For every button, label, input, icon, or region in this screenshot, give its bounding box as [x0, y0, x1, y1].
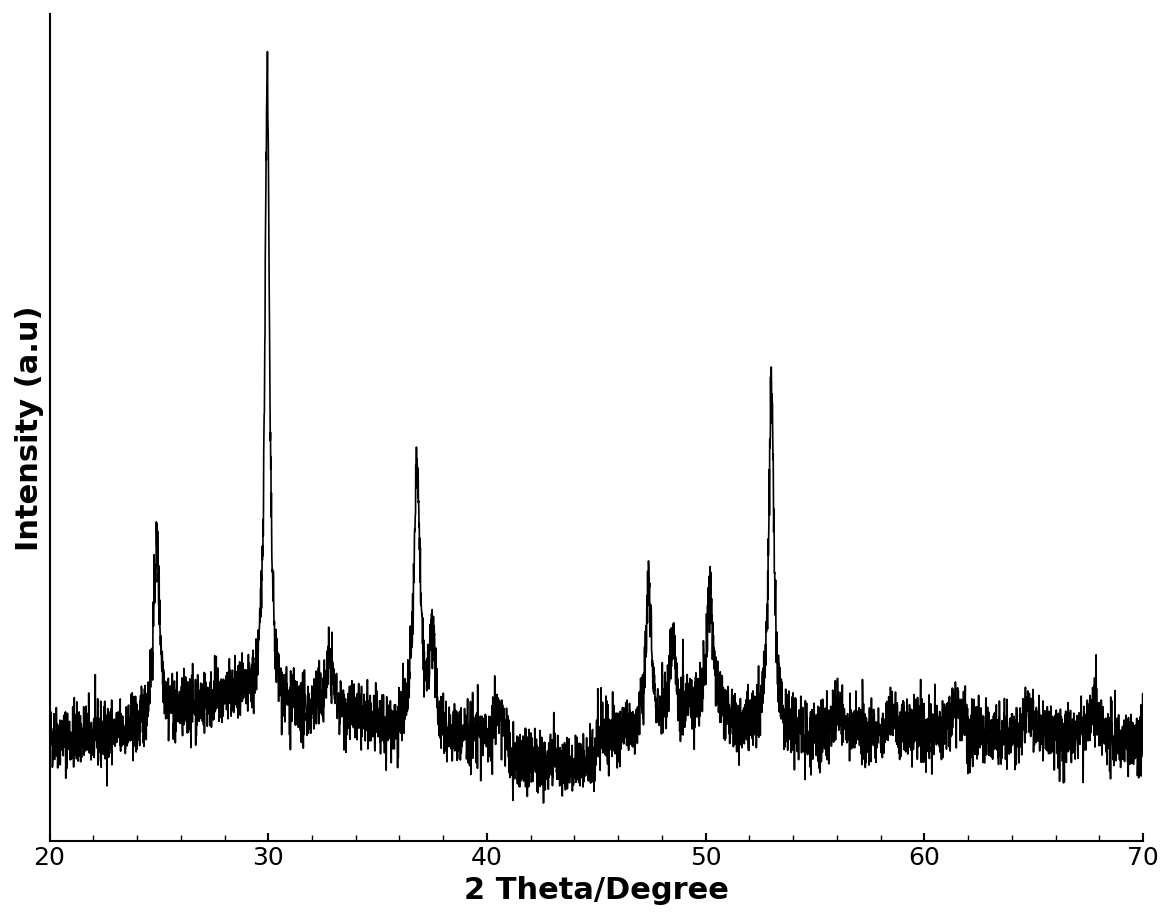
Y-axis label: Intensity (a.u): Intensity (a.u) — [15, 305, 43, 550]
X-axis label: 2 Theta/Degree: 2 Theta/Degree — [464, 875, 729, 904]
